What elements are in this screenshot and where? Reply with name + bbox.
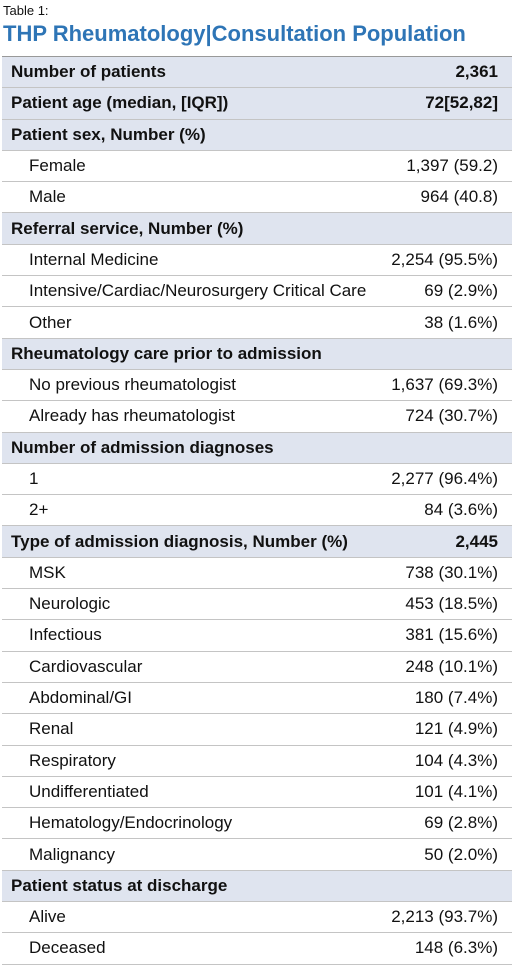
item-row: Cardiovascular 248 (10.1%) (2, 652, 512, 683)
item-row: Neurologic 453 (18.5%) (2, 589, 512, 621)
item-label: Cardiovascular (29, 656, 143, 676)
item-label: Hematology/Endocrinology (29, 813, 233, 833)
section-label: Patient sex, Number (%) (11, 124, 206, 144)
section-row: Patient sex, Number (%) (2, 119, 512, 151)
item-row: MSK 738 (30.1%) (2, 558, 512, 590)
item-value: 101 (4.1%) (414, 781, 498, 801)
item-value: 1,397 (59.2) (406, 156, 498, 176)
section-row: Patient age (median, [IQR]) 72[52,82] (2, 88, 512, 120)
section-label: Number of patients (11, 62, 166, 82)
table: Number of patients 2,361 Patient age (medi… (2, 56, 512, 965)
item-label: Alive (29, 907, 66, 927)
item-row: Undifferentiated 101 (4.1%) (2, 777, 512, 809)
item-label: Undifferentiated (29, 781, 149, 801)
section-label: Number of admission diagnoses (11, 437, 274, 457)
item-value: 104 (4.3%) (414, 750, 498, 770)
item-row: No previous rheumatologist 1,637 (69.3%) (2, 370, 512, 402)
item-label: Malignancy (29, 844, 115, 864)
item-row: Abdominal/GI 180 (7.4%) (2, 683, 512, 715)
item-label: Renal (29, 719, 74, 739)
section-label: Referral service, Number (%) (11, 218, 244, 238)
item-label: Respiratory (29, 750, 116, 770)
item-row: Respiratory 104 (4.3%) (2, 746, 512, 777)
item-row: 1 2,277 (96.4%) (2, 464, 512, 496)
item-row: Infectious 381 (15.6%) (2, 620, 512, 652)
item-value: 69 (2.9%) (424, 281, 498, 301)
item-value: 38 (1.6%) (424, 312, 498, 332)
item-value: 738 (30.1%) (405, 562, 498, 582)
table-caption: Table 1: (3, 3, 49, 18)
item-value: 724 (30.7%) (405, 406, 498, 426)
item-row: Hematology/Endocrinology 69 (2.8%) (2, 808, 512, 840)
item-label: Neurologic (29, 594, 111, 614)
section-label: Patient status at discharge (11, 875, 228, 895)
item-label: No previous rheumatologist (29, 375, 236, 395)
section-row: Patient status at discharge (2, 870, 512, 903)
section-label: Patient age (median, [IQR]) (11, 93, 229, 113)
item-label: 1 (29, 469, 39, 488)
item-label: Female (29, 156, 86, 176)
item-value: 121 (4.9%) (414, 719, 498, 739)
item-label: Already has rheumatologist (29, 406, 236, 426)
item-row: Internal Medicine 2,254 (95.5%) (2, 245, 512, 277)
item-value: 453 (18.5%) (405, 594, 498, 614)
item-row: Intensive/Cardiac/Neurosurgery Critical … (2, 276, 512, 308)
section-value: 72[52,82] (425, 93, 498, 113)
item-row: Malignancy 50 (2.0%) (2, 839, 512, 871)
item-label: Infectious (29, 625, 102, 645)
item-value: 2,213 (93.7%) (391, 907, 498, 927)
item-label: Other (29, 312, 72, 332)
item-row: 2+ 84 (3.6%) (2, 495, 512, 527)
section-row: Referral service, Number (%) (2, 213, 512, 245)
item-label: 2+ (29, 500, 49, 520)
item-value: 248 (10.1%) (405, 656, 498, 676)
item-row: Male 964 (40.8) (2, 182, 512, 214)
item-value: 84 (3.6%) (424, 500, 498, 520)
item-value: 50 (2.0%) (424, 844, 498, 864)
section-value: 2,361 (455, 62, 498, 82)
item-label: Deceased (29, 938, 106, 958)
section-value: 2,445 (455, 531, 498, 551)
item-row: Female 1,397 (59.2) (2, 151, 512, 183)
item-row: Alive 2,213 (93.7%) (2, 902, 512, 934)
item-label: MSK (29, 562, 66, 582)
item-value: 381 (15.6%) (405, 625, 498, 645)
item-value: 148 (6.3%) (414, 938, 498, 958)
item-value: 2,277 (96.4%) (391, 469, 498, 488)
item-label: Intensive/Cardiac/Neurosurgery Critical … (29, 281, 367, 301)
item-value: 69 (2.8%) (424, 813, 498, 833)
table-title: THP Rheumatology|Consultation Population (3, 21, 466, 46)
section-row: Type of admission diagnosis, Number (%) 2… (2, 526, 512, 558)
section-row: Number of admission diagnoses (2, 432, 512, 464)
item-value: 1,637 (69.3%) (391, 375, 498, 395)
item-value: 2,254 (95.5%) (391, 249, 498, 269)
item-row: Already has rheumatologist 724 (30.7%) (2, 401, 512, 433)
item-label: Abdominal/GI (29, 688, 132, 708)
section-label: Rheumatology care prior to admission (11, 343, 322, 363)
item-row: Other 38 (1.6%) (2, 307, 512, 339)
section-row: Number of patients 2,361 (2, 57, 512, 89)
item-value: 964 (40.8) (420, 187, 499, 207)
item-row: Renal 121 (4.9%) (2, 714, 512, 746)
item-row: Deceased 148 (6.3%) (2, 933, 512, 965)
section-row: Rheumatology care prior to admission (2, 338, 512, 370)
item-label: Male (29, 187, 66, 207)
item-label: Internal Medicine (29, 249, 159, 269)
section-label: Type of admission diagnosis, Number (%) (11, 531, 348, 551)
item-value: 180 (7.4%) (414, 688, 498, 708)
